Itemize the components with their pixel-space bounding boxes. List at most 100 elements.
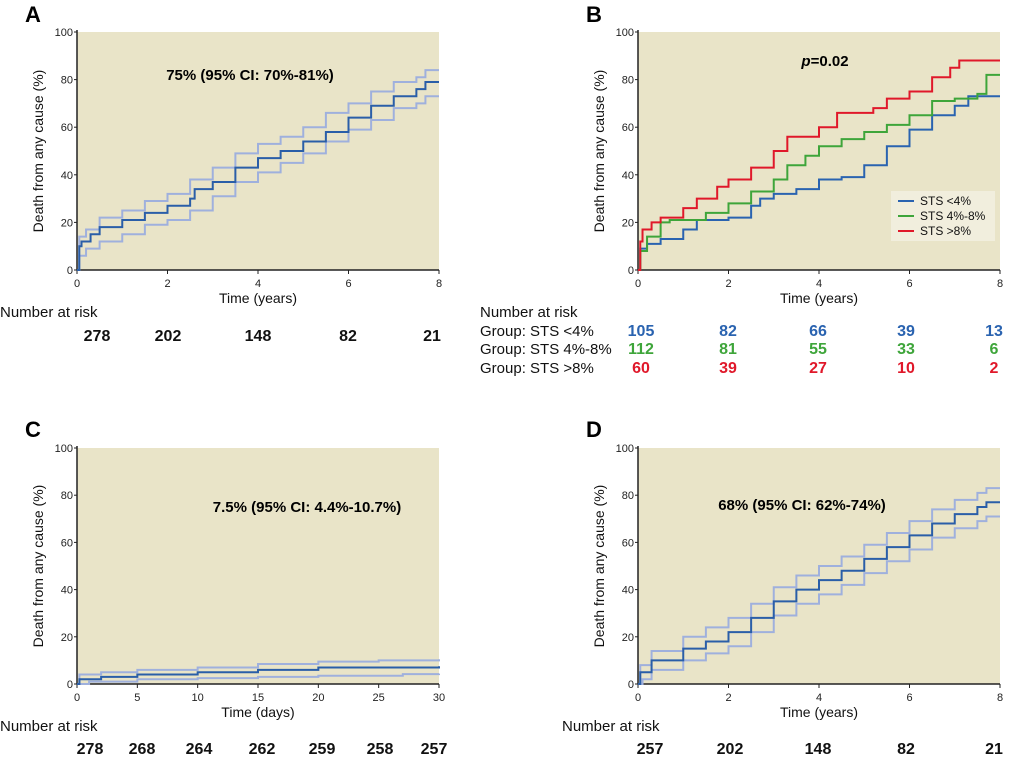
y-tick-label: 40 [61, 170, 73, 182]
risk-value: 278 [77, 741, 104, 758]
risk-value: 21 [985, 741, 1003, 758]
x-axis-label: Time (years) [780, 704, 858, 720]
y-tick-label: 20 [622, 632, 634, 644]
risk-table-title: Number at risk [0, 718, 98, 735]
series-estimate [77, 666, 440, 685]
y-axis-label: Death from any cause (%) [30, 485, 46, 648]
y-tick-label: 80 [61, 490, 73, 502]
x-tick-label: 0 [74, 278, 80, 290]
risk-value: 82 [719, 323, 737, 340]
y-tick-label: 20 [61, 632, 73, 644]
risk-value: 33 [897, 341, 915, 358]
risk-value: 258 [367, 741, 394, 758]
risk-row-label: Group: STS 4%-8% [480, 341, 612, 358]
x-tick-label: 0 [635, 278, 641, 290]
series-sts-8- [638, 59, 1000, 271]
risk-row-label: Group: STS <4% [480, 323, 594, 340]
p-value-annotation: p=0.02 [800, 53, 848, 70]
y-tick-label: 60 [622, 537, 634, 549]
y-tick-label: 60 [61, 537, 73, 549]
y-tick-label: 0 [628, 265, 634, 277]
x-tick-label: 5 [134, 692, 140, 704]
series-estimate [638, 501, 1000, 685]
risk-table: Number at risk 257 202 148 82 21 [562, 718, 1003, 758]
y-axis-label: Death from any cause (%) [591, 485, 607, 648]
risk-row-label: Group: STS >8% [480, 360, 594, 377]
risk-value: 39 [897, 323, 915, 340]
y-tick-label: 100 [616, 443, 634, 455]
x-tick-label: 8 [997, 278, 1003, 290]
risk-value: 60 [632, 360, 650, 377]
risk-value: 27 [809, 360, 827, 377]
panel-label: A [25, 2, 41, 27]
series-lower-95-ci [77, 673, 440, 685]
risk-table-title: Number at risk [562, 718, 660, 735]
series-upper-95-ci [77, 659, 440, 685]
x-axis-label: Time (years) [780, 290, 858, 306]
x-tick-label: 4 [816, 278, 822, 290]
panel-b: B 0 20 40 60 80 100 0 2 4 6 8 Time (years) Death from… [480, 2, 1003, 377]
x-tick-label: 4 [255, 278, 261, 290]
y-tick-label: 40 [622, 585, 634, 597]
panel-d: D 0 20 40 60 80 100 0 2 4 6 8 Time (years) Death from… [562, 417, 1003, 758]
estimate-annotation: 75% (95% CI: 70%-81%) [166, 67, 334, 84]
x-tick-label: 8 [436, 278, 442, 290]
y-tick-label: 20 [622, 217, 634, 229]
risk-table: Number at risk Group: STS <4% 105 82 66 39 13 G… [480, 304, 1003, 377]
x-tick-label: 25 [373, 692, 385, 704]
risk-value: 148 [805, 741, 832, 758]
risk-value: 66 [809, 323, 827, 340]
risk-value: 112 [628, 341, 654, 358]
risk-value: 257 [637, 741, 664, 758]
series-lower-95-ci [638, 515, 1000, 685]
risk-table: Number at risk 278 202 148 82 21 [0, 304, 441, 345]
risk-value: 105 [628, 323, 655, 340]
panel-label: B [586, 2, 602, 27]
risk-value: 82 [339, 328, 357, 345]
x-tick-label: 6 [906, 692, 912, 704]
series-estimate [77, 80, 439, 271]
x-tick-label: 20 [312, 692, 324, 704]
x-tick-label: 15 [252, 692, 264, 704]
legend-label: STS >8% [920, 224, 971, 238]
risk-value: 202 [155, 328, 182, 345]
x-tick-label: 2 [164, 278, 170, 290]
risk-value: 202 [717, 741, 744, 758]
risk-value: 148 [245, 328, 272, 345]
panel-c: C 0 20 40 60 80 100 0 5 10 15 20 25 30 Time (days) Deat… [0, 417, 447, 758]
series-upper-95-ci [638, 487, 1000, 685]
x-tick-label: 0 [635, 692, 641, 704]
x-tick-label: 30 [433, 692, 445, 704]
risk-value: 259 [309, 741, 336, 758]
risk-value: 55 [809, 341, 827, 358]
y-tick-label: 0 [67, 679, 73, 691]
panel-label: D [586, 417, 602, 442]
y-tick-label: 0 [67, 265, 73, 277]
legend-label: STS <4% [920, 194, 971, 208]
x-tick-label: 10 [192, 692, 204, 704]
x-tick-label: 2 [725, 278, 731, 290]
panel-a: A 0 20 40 60 80 100 0 2 4 6 8 Time (years) Death from… [0, 2, 442, 345]
y-tick-label: 60 [622, 122, 634, 134]
y-tick-label: 40 [61, 585, 73, 597]
y-tick-label: 60 [61, 122, 73, 134]
risk-table-title: Number at risk [0, 304, 98, 321]
x-tick-label: 2 [725, 692, 731, 704]
y-tick-label: 80 [61, 75, 73, 87]
x-tick-label: 6 [345, 278, 351, 290]
y-tick-label: 0 [628, 679, 634, 691]
y-tick-label: 100 [616, 27, 634, 39]
p-value: =0.02 [811, 53, 849, 70]
legend: STS <4%STS 4%-8%STS >8% [891, 191, 995, 241]
risk-table: Number at risk 278 268 264 262 259 258 257 [0, 718, 447, 758]
risk-value: 268 [129, 741, 156, 758]
series-sts-4- [638, 95, 1000, 271]
risk-table-title: Number at risk [480, 304, 578, 321]
series-lower-95-ci [77, 95, 439, 271]
estimate-annotation: 68% (95% CI: 62%-74%) [718, 497, 886, 514]
risk-value: 39 [719, 360, 737, 377]
y-tick-label: 100 [55, 27, 73, 39]
y-tick-label: 20 [61, 217, 73, 229]
risk-value: 21 [423, 328, 441, 345]
